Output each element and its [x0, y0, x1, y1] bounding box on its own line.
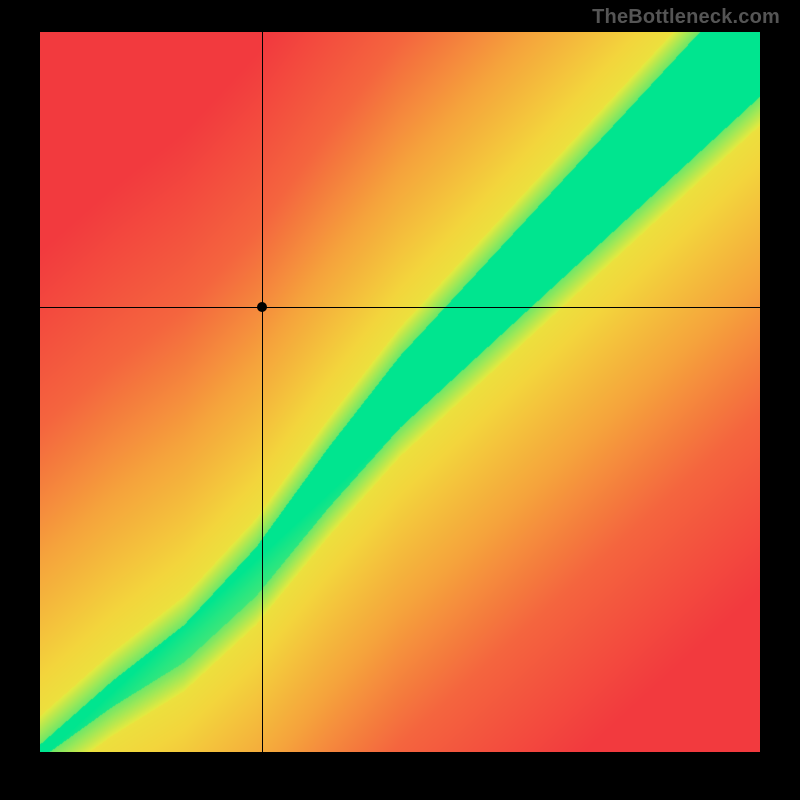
bottleneck-heatmap [40, 32, 760, 752]
watermark-text: TheBottleneck.com [592, 6, 780, 29]
heatmap-canvas [40, 32, 760, 752]
selected-point-marker [257, 302, 267, 312]
crosshair-horizontal [40, 307, 760, 308]
crosshair-vertical [262, 32, 263, 752]
